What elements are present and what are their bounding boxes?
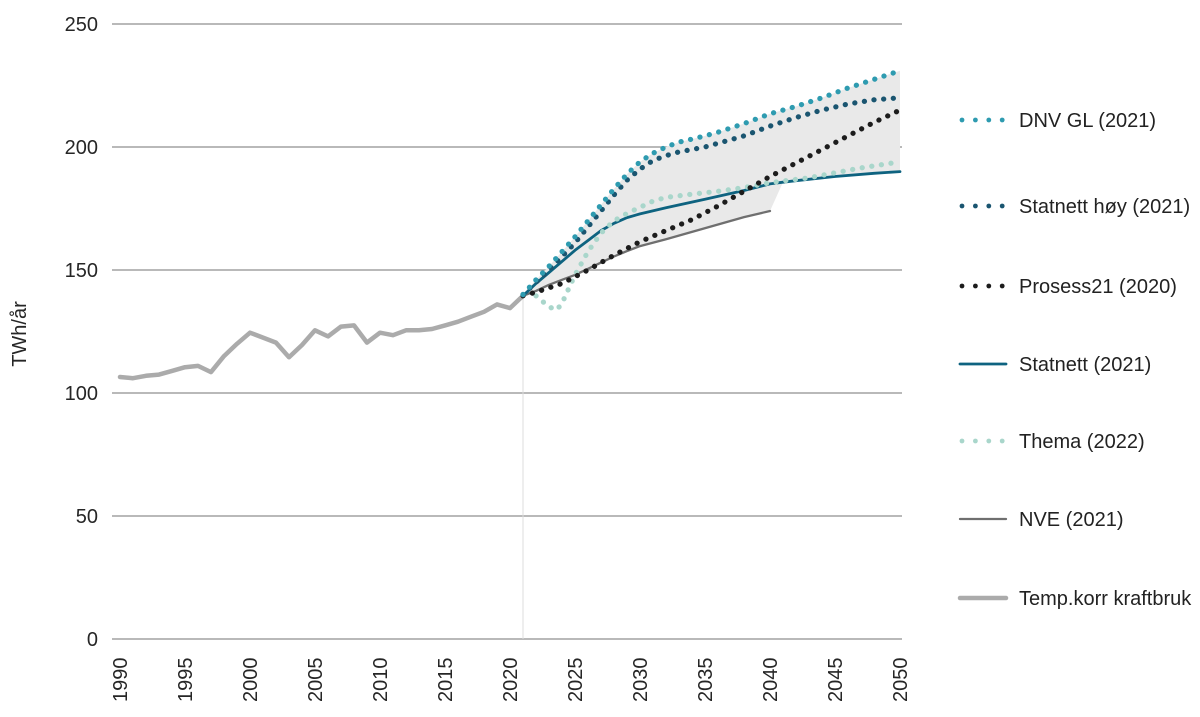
x-tick-label-2045: 2045 — [825, 658, 847, 703]
y-tick-label-50: 50 — [76, 506, 98, 528]
legend-swatch-dot — [999, 438, 1005, 444]
legend-swatch-dot — [986, 117, 992, 123]
legend-swatch-dot — [973, 203, 978, 209]
legend-swatch-dot — [973, 283, 978, 289]
legend-swatch-dot — [959, 117, 965, 123]
legend: DNV GL (2021) Statnett høy (2021) Prosess2… — [957, 110, 1192, 610]
x-axis-tick-labels: 1990 1995 2000 2005 2010 2015 2020 2025 2030 2035… — [110, 658, 912, 703]
legend-label-nve-2021: NVE (2021) — [1019, 509, 1124, 531]
x-tick-label-2025: 2025 — [565, 658, 587, 703]
series-line-nve-2021 — [521, 209, 772, 297]
y-tick-label-150: 150 — [65, 260, 98, 282]
legend-label-thema-2022: Thema (2022) — [1019, 431, 1145, 453]
series-line-temp-korr-kraftbruk — [117, 293, 526, 381]
x-tick-label-2020: 2020 — [500, 658, 522, 703]
series-line-statnett-h-y-2021 — [520, 95, 903, 298]
y-tick-label-200: 200 — [65, 137, 98, 159]
x-tick-label-1995: 1995 — [175, 658, 197, 703]
legend-swatch-dot — [999, 117, 1005, 123]
x-tick-label-2015: 2015 — [435, 658, 457, 703]
legend-item-prosess21-2020: Prosess21 (2020) — [959, 276, 1177, 298]
legend-label-statnett-h-y-2021: Statnett høy (2021) — [1019, 196, 1190, 218]
legend-swatch-dot — [959, 203, 965, 209]
legend-label-temp-korr-kraftbruk: Temp.korr kraftbruk — [1019, 588, 1192, 610]
y-tick-label-0: 0 — [87, 629, 98, 651]
x-tick-label-2035: 2035 — [695, 658, 717, 703]
x-tick-label-2000: 2000 — [240, 658, 262, 703]
y-tick-label-250: 250 — [65, 14, 98, 36]
legend-item-dnv-gl-2021: DNV GL (2021) — [959, 110, 1156, 132]
legend-swatch-dot — [973, 438, 978, 444]
legend-item-statnett-2021: Statnett (2021) — [958, 354, 1151, 376]
legend-swatch-dot — [973, 117, 978, 123]
legend-swatch-dot — [999, 283, 1005, 289]
x-tick-label-2010: 2010 — [370, 658, 392, 703]
legend-swatch-dot — [986, 438, 992, 444]
y-axis-tick-labels: 0 50 100 150 200 250 — [65, 14, 98, 651]
legend-item-nve-2021: NVE (2021) — [958, 509, 1124, 531]
series-line-prosess21-2020 — [520, 107, 903, 299]
legend-swatch-dot — [986, 203, 992, 209]
legend-label-statnett-2021: Statnett (2021) — [1019, 354, 1151, 376]
legend-label-prosess21-2020: Prosess21 (2020) — [1019, 276, 1177, 298]
x-tick-label-2040: 2040 — [760, 658, 782, 703]
gridlines — [112, 23, 902, 640]
legend-label-dnv-gl-2021: DNV GL (2021) — [1019, 110, 1156, 132]
legend-item-temp-korr-kraftbruk: Temp.korr kraftbruk — [957, 588, 1192, 610]
series-line-thema-2022 — [533, 159, 903, 313]
x-tick-label-1990: 1990 — [110, 658, 132, 703]
forecast-range-band — [523, 70, 900, 296]
legend-swatch-dot — [959, 438, 965, 444]
legend-swatch-dot — [986, 283, 992, 289]
x-tick-label-2030: 2030 — [630, 658, 652, 703]
y-axis-title: TWh/år — [9, 301, 31, 367]
legend-swatch-dot — [999, 203, 1005, 209]
series-lines — [117, 68, 903, 381]
y-tick-label-100: 100 — [65, 383, 98, 405]
forecast-band-area — [523, 70, 900, 296]
legend-item-thema-2022: Thema (2022) — [959, 431, 1145, 453]
x-tick-label-2005: 2005 — [305, 658, 327, 703]
legend-item-statnett-h-y-2021: Statnett høy (2021) — [959, 196, 1190, 218]
legend-swatch-dot — [959, 283, 965, 289]
x-tick-label-2050: 2050 — [890, 658, 912, 703]
